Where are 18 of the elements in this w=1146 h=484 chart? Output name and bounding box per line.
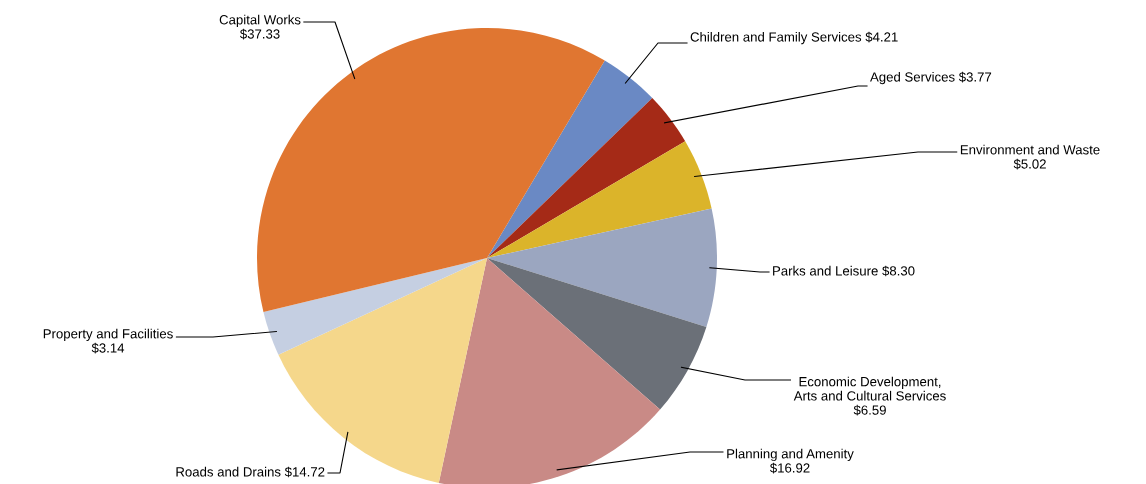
slice-label: Environment and Waste [960,144,1100,155]
data-label: $37.33 [239,28,280,40]
pie-slice [487,60,653,258]
pie-slice [263,258,487,355]
data-label: $5.02 [1013,158,1046,170]
slice-label: Aged Services $3.77 [870,71,992,85]
slice-label: Capital Works [219,14,301,28]
data-label: $3.14 [91,342,125,354]
slice-label: Parks and Leisure $8.30 [773,265,915,277]
slice-label: Property and Facilities [43,328,173,342]
slice-label: Planning and Amenity [727,448,854,462]
slice-label: Roads and Drains $14.72 [176,466,325,478]
pie-slice [487,141,712,258]
slice-label: Children and Family Services $4.21 [690,31,898,45]
data-label: $16.92 [769,462,810,474]
pie-slice [487,98,686,258]
slice-label: Economic Development, Arts and Cultural Services [793,376,946,401]
data-label: $6.59 [853,404,886,416]
